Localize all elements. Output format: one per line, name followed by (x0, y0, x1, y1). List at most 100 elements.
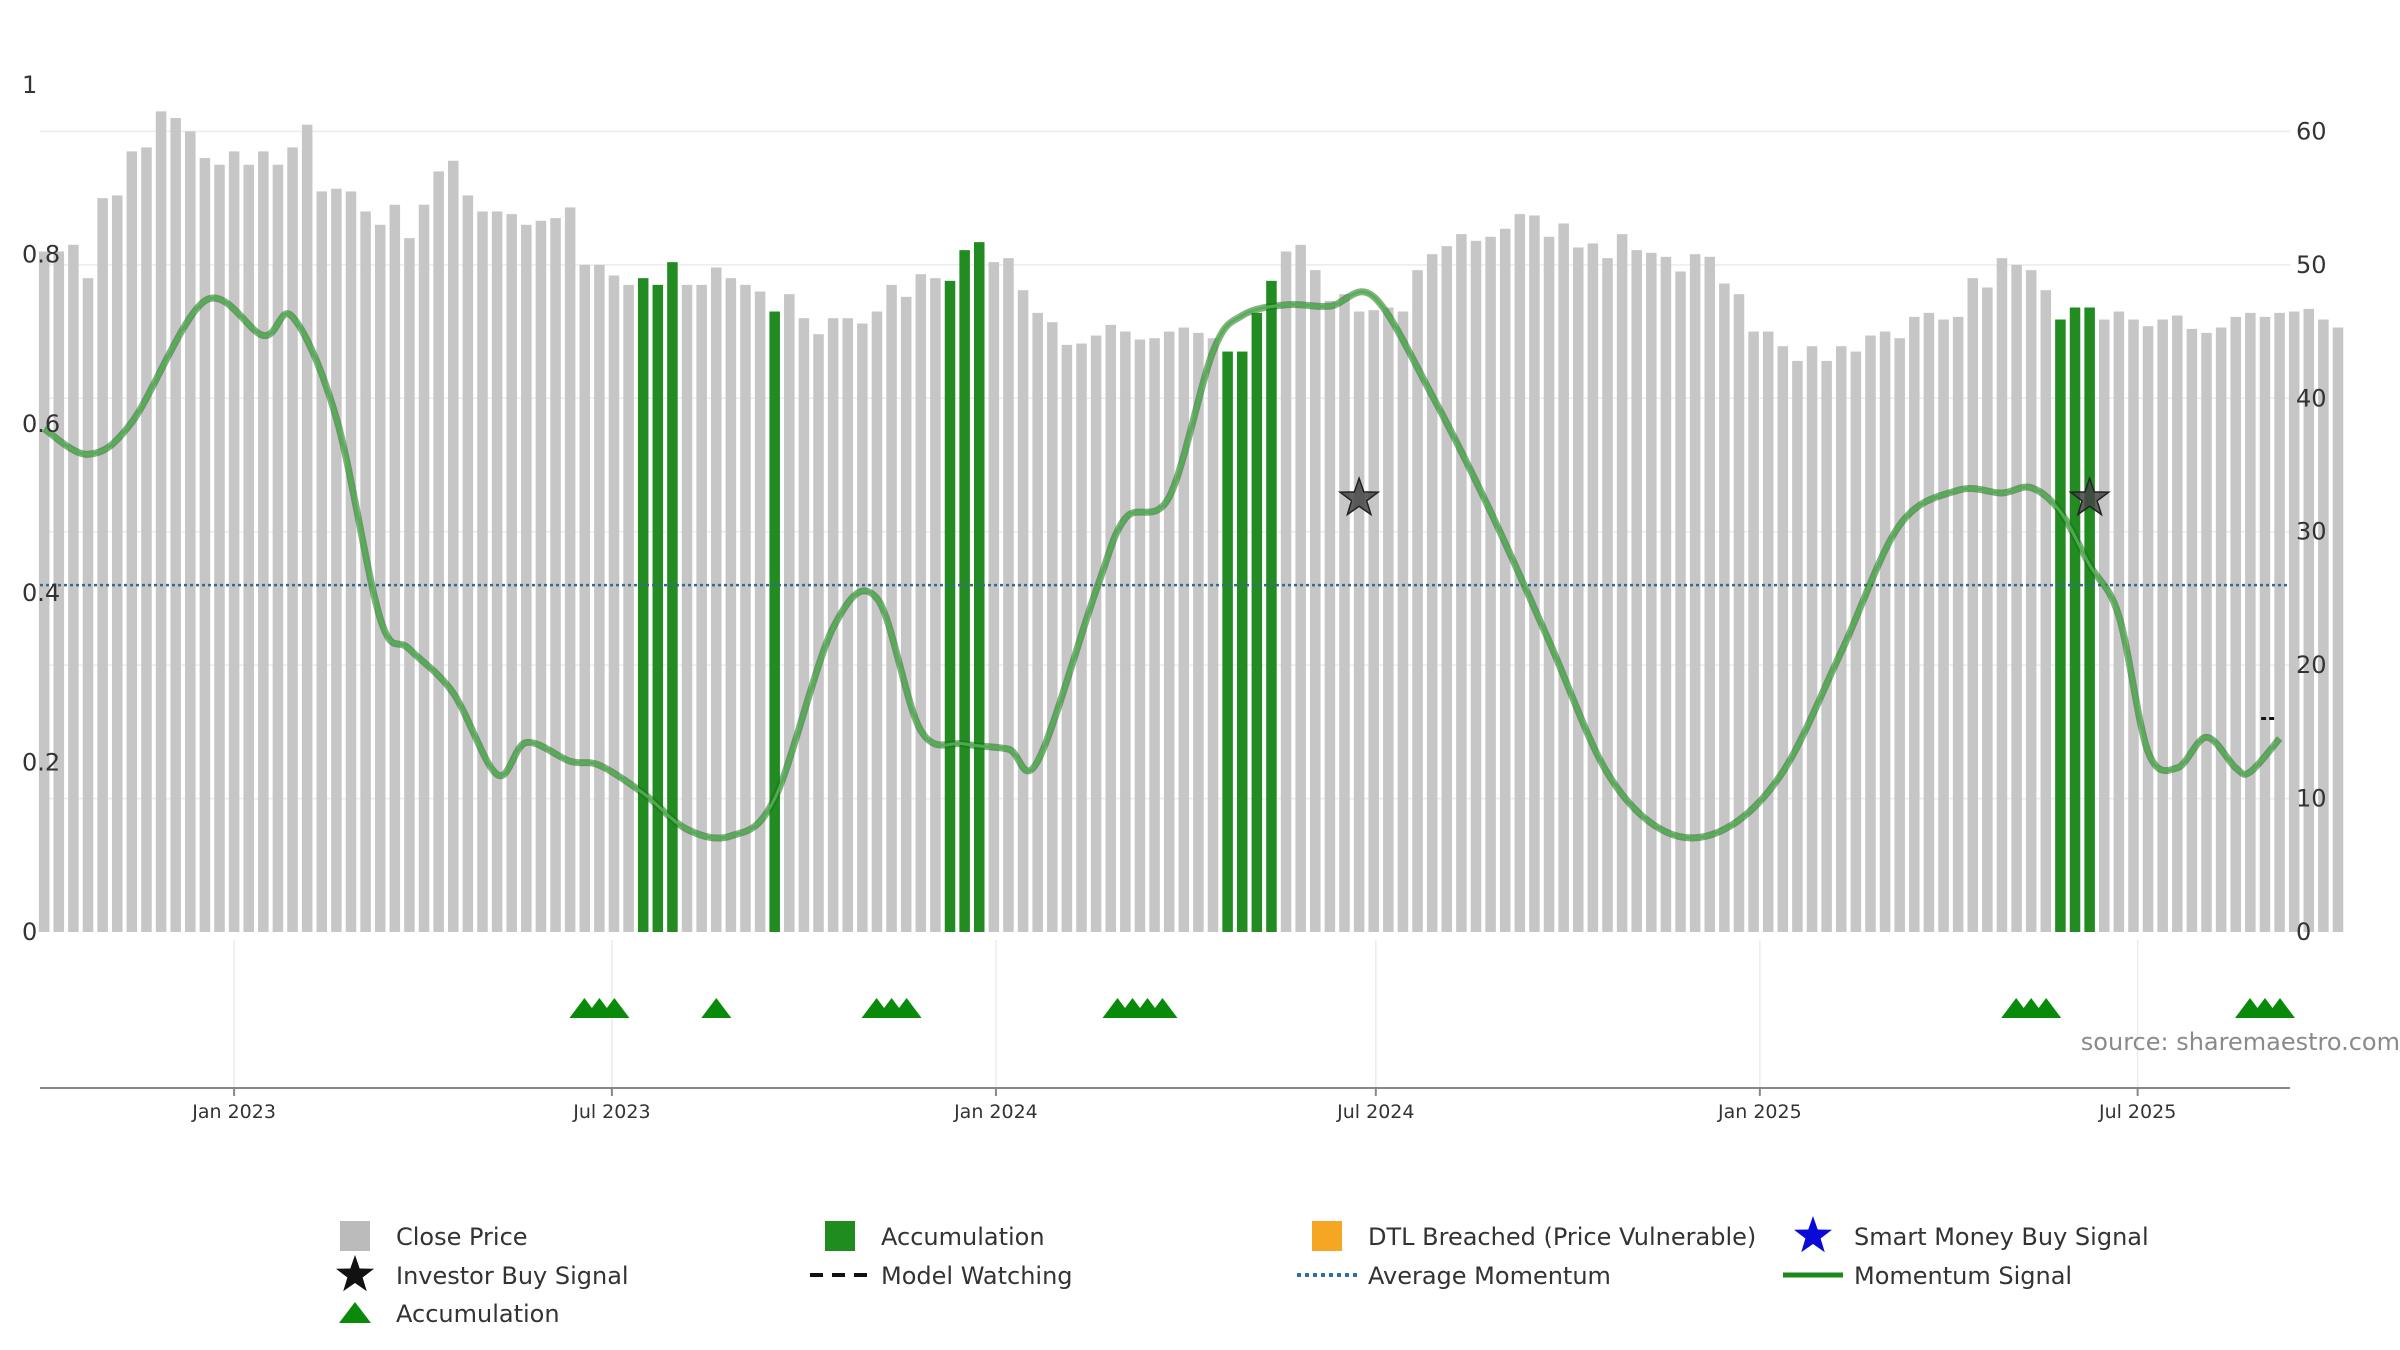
close-price-bar (579, 264, 591, 932)
accumulation-bar (667, 262, 678, 932)
y-axis-left: 0 0.2 0.4 0.6 0.8 1 (22, 71, 60, 946)
close-price-bar (1207, 338, 1219, 933)
close-price-bar (798, 318, 810, 932)
close-price-bar (1631, 250, 1642, 933)
close-price-bar (2186, 328, 2198, 932)
close-price-bar (2303, 308, 2315, 932)
y-right-tick-label: 30 (2296, 518, 2327, 546)
close-price-bar (1339, 294, 1350, 933)
close-price-bar (2025, 270, 2037, 932)
close-price-bar (813, 334, 824, 932)
close-price-bar (1295, 244, 1306, 932)
y-right-tick-label: 20 (2296, 651, 2327, 679)
close-price-bar (2259, 316, 2271, 933)
x-tick-label: Jul 2025 (2098, 1101, 2176, 1123)
close-price-bar (1105, 324, 1116, 932)
close-price-bar (1353, 311, 1365, 932)
accumulation-bar (944, 280, 956, 932)
close-price-bar (1704, 256, 1716, 932)
close-price-bar (2128, 319, 2139, 932)
close-price-bar (1909, 316, 1920, 933)
legend-label: Momentum Signal (1854, 1262, 2072, 1290)
close-price-bar (1850, 351, 1862, 932)
close-price-bar (1806, 346, 1818, 932)
close-price-bar (1470, 240, 1482, 932)
close-price-bar (141, 147, 152, 932)
close-price-bar (2098, 319, 2110, 932)
close-price-bar (1163, 331, 1175, 932)
close-price-bar (1952, 316, 1964, 933)
close-price-bar (857, 323, 868, 932)
close-price-bar (1280, 251, 1292, 932)
close-price-bar (389, 204, 401, 933)
investor-buy-signal-star (2068, 476, 2111, 517)
close-price-bar (68, 244, 79, 932)
close-price-bar (477, 211, 488, 932)
accumulation-triangle (701, 998, 732, 1018)
close-price-bar (1193, 332, 1204, 932)
close-price-bar (2172, 315, 2183, 933)
accumulation-bar (959, 250, 970, 933)
close-price-bar (2040, 290, 2052, 932)
close-price-bar (725, 278, 737, 932)
close-price-bar (433, 171, 444, 933)
x-tick-label: Jan 2025 (1717, 1101, 1802, 1123)
legend-swatch-square (340, 1221, 370, 1251)
close-price-bar (1602, 258, 1613, 932)
close-price-bar (1368, 310, 1379, 932)
close-price-bar (462, 195, 474, 932)
close-price-bar (1967, 278, 1979, 932)
close-price-bar (243, 164, 254, 933)
close-price-bar (1675, 271, 1686, 933)
close-price-bar (2201, 332, 2212, 932)
legend-swatch-square (825, 1221, 855, 1251)
close-price-bar (1777, 346, 1789, 932)
y-right-tick-label: 50 (2296, 251, 2327, 279)
close-price-bar (900, 296, 912, 932)
close-price-bar (784, 294, 795, 933)
close-price-bar (1792, 360, 1803, 933)
close-price-bar (871, 311, 883, 932)
close-price-bar (1865, 335, 1876, 932)
close-price-bar (38, 251, 50, 932)
close-price-bar (1397, 311, 1409, 932)
y-right-tick-label: 60 (2296, 117, 2327, 145)
close-price-bar (1879, 331, 1891, 932)
close-price-bar (418, 204, 430, 933)
close-price-bar (2142, 326, 2154, 933)
close-price-bar (301, 124, 313, 932)
y-left-tick-label: 0.6 (22, 410, 60, 438)
x-tick-label: Jan 2024 (953, 1101, 1038, 1123)
legend-swatch-triangle (339, 1302, 371, 1323)
legend-label: Accumulation (881, 1223, 1045, 1251)
close-price-bar (623, 284, 634, 932)
close-price-bar (1061, 344, 1073, 932)
y-right-tick-label: 10 (2296, 785, 2327, 813)
accumulation-bar (1222, 351, 1233, 932)
x-tick-label: Jul 2023 (572, 1101, 650, 1123)
close-price-bar (1996, 258, 2008, 932)
x-axis: Jan 2023 Jul 2023 Jan 2024 Jul 2024 Jan 2025… (40, 1087, 2290, 1123)
close-price-bar (1689, 254, 1701, 933)
legend-label: Smart Money Buy Signal (1854, 1223, 2149, 1251)
y-right-tick-label: 0 (2296, 918, 2311, 946)
momentum-signal-line (43, 290, 2281, 840)
close-price-bar (345, 191, 357, 932)
close-price-bar (1003, 258, 1014, 932)
accumulation-marker-panel (233, 940, 2295, 1088)
close-price-bar (1821, 360, 1832, 933)
accumulation-bar (2084, 307, 2095, 932)
close-price-bar (1426, 254, 1438, 933)
close-price-bar (930, 278, 941, 932)
accumulation-bar (769, 311, 780, 932)
accumulation-bar (1266, 280, 1277, 932)
close-price-bar (1923, 312, 1935, 932)
close-price-bar (506, 214, 517, 932)
y-left-tick-label: 1 (22, 71, 37, 99)
close-price-bar (1485, 236, 1496, 933)
accumulation-triangle (2265, 998, 2295, 1018)
close-price-bar (1982, 287, 1993, 932)
close-price-bar (1587, 243, 1599, 932)
close-price-bar (842, 318, 854, 932)
close-price-bar (1748, 331, 1759, 932)
